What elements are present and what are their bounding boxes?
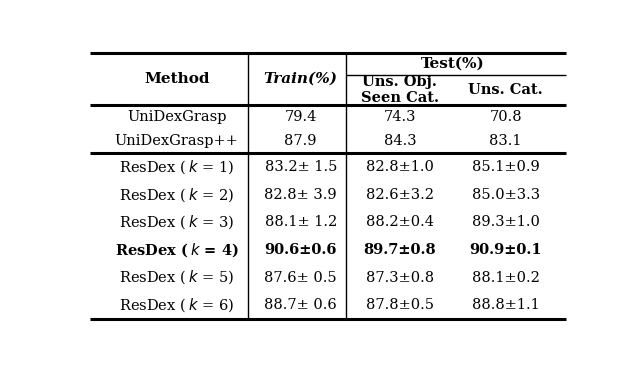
Text: Uns. Cat.: Uns. Cat. xyxy=(468,83,543,97)
Text: 82.8±1.0: 82.8±1.0 xyxy=(366,160,434,174)
Text: 83.2± 1.5: 83.2± 1.5 xyxy=(264,160,337,174)
Text: 90.9±0.1: 90.9±0.1 xyxy=(469,243,542,257)
Text: 87.6± 0.5: 87.6± 0.5 xyxy=(264,270,337,284)
Text: ResDex ( $k$ = 1): ResDex ( $k$ = 1) xyxy=(119,158,234,176)
Text: 74.3: 74.3 xyxy=(383,110,416,124)
Text: ResDex ( $k$ = 3): ResDex ( $k$ = 3) xyxy=(119,213,234,231)
Text: 88.8±1.1: 88.8±1.1 xyxy=(472,298,540,312)
Text: UniDexGrasp: UniDexGrasp xyxy=(127,110,227,124)
Text: 85.1±0.9: 85.1±0.9 xyxy=(472,160,540,174)
Text: ResDex ( $k$ = 2): ResDex ( $k$ = 2) xyxy=(119,186,234,204)
Text: 90.6±0.6: 90.6±0.6 xyxy=(264,243,337,257)
Text: 87.3±0.8: 87.3±0.8 xyxy=(366,270,434,284)
Text: 84.3: 84.3 xyxy=(383,134,416,148)
Text: 87.9: 87.9 xyxy=(284,134,317,148)
Text: Test(%): Test(%) xyxy=(421,57,484,71)
Text: 89.7±0.8: 89.7±0.8 xyxy=(364,243,436,257)
Text: Uns. Obj.
Seen Cat.: Uns. Obj. Seen Cat. xyxy=(361,74,439,105)
Text: 88.2±0.4: 88.2±0.4 xyxy=(366,215,434,229)
Text: UniDexGrasp++: UniDexGrasp++ xyxy=(115,134,239,148)
Text: 70.8: 70.8 xyxy=(489,110,522,124)
Text: 79.4: 79.4 xyxy=(285,110,317,124)
Text: 89.3±1.0: 89.3±1.0 xyxy=(472,215,540,229)
Text: ResDex ( $k$ = 4): ResDex ( $k$ = 4) xyxy=(115,241,239,259)
Text: 87.8±0.5: 87.8±0.5 xyxy=(366,298,434,312)
Text: 88.1±0.2: 88.1±0.2 xyxy=(472,270,540,284)
Text: 83.1: 83.1 xyxy=(490,134,522,148)
Text: 88.1± 1.2: 88.1± 1.2 xyxy=(264,215,337,229)
Text: 88.7± 0.6: 88.7± 0.6 xyxy=(264,298,337,312)
Text: 82.6±3.2: 82.6±3.2 xyxy=(366,188,434,202)
Text: Method: Method xyxy=(144,72,209,86)
Text: Train(%): Train(%) xyxy=(264,72,338,86)
Text: ResDex ( $k$ = 5): ResDex ( $k$ = 5) xyxy=(119,269,234,286)
Text: 85.0±3.3: 85.0±3.3 xyxy=(472,188,540,202)
Text: 82.8± 3.9: 82.8± 3.9 xyxy=(264,188,337,202)
Text: ResDex ( $k$ = 6): ResDex ( $k$ = 6) xyxy=(119,296,234,314)
